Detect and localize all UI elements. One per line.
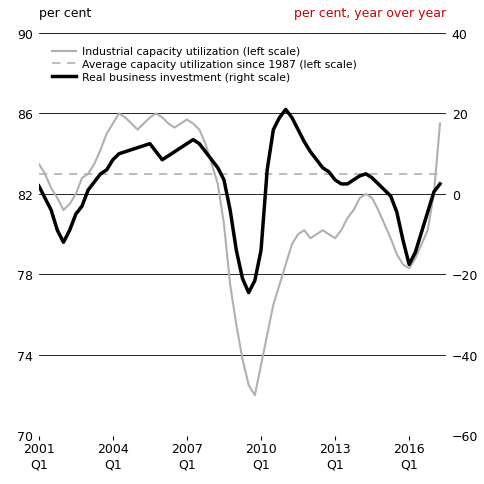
Text: per cent: per cent <box>39 7 91 20</box>
Legend: Industrial capacity utilization (left scale), Average capacity utilization since: Industrial capacity utilization (left sc… <box>52 47 356 83</box>
Text: per cent, year over year: per cent, year over year <box>293 7 445 20</box>
